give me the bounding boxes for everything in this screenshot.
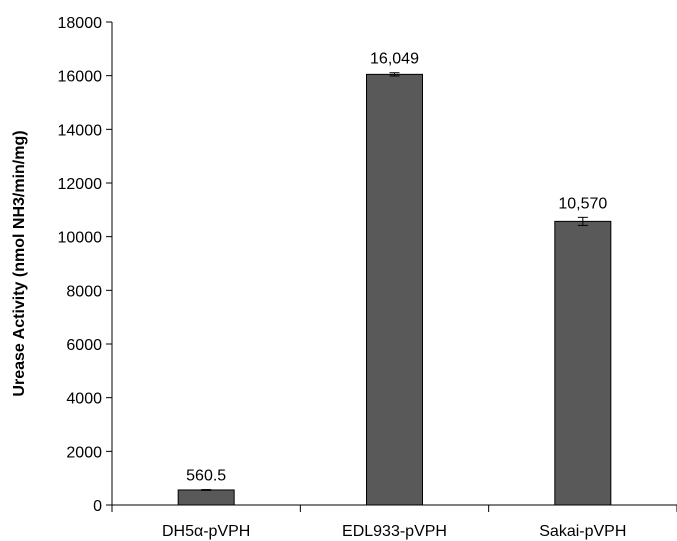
y-tick-label: 16000 — [58, 69, 103, 86]
y-tick-label: 18000 — [58, 15, 103, 32]
x-axis-ticks: DH5α-pVPH EDL933-pVPH Sakai-pVPH — [111, 505, 677, 540]
bar — [366, 73, 423, 506]
data-label: 560.5 — [186, 468, 226, 485]
x-tick-label: DH5α-pVPH — [162, 523, 250, 540]
y-tick-label: 6000 — [66, 337, 102, 354]
x-tick-label: EDL933-pVPH — [342, 523, 447, 540]
y-tick-label: 2000 — [66, 444, 102, 461]
y-tick-label: 8000 — [66, 283, 102, 300]
y-axis-ticks: 0 2000 4000 6000 8000 10000 12000 14000 16000 180… — [58, 15, 112, 515]
bar — [554, 220, 612, 506]
x-tick-label: Sakai-pVPH — [539, 523, 626, 540]
y-tick-label: 4000 — [66, 391, 102, 408]
y-tick-label: 0 — [93, 498, 102, 515]
data-label: 10,570 — [558, 195, 607, 212]
y-tick-label: 12000 — [58, 176, 103, 193]
y-tick-label: 14000 — [58, 122, 103, 139]
y-tick-label: 10000 — [58, 230, 103, 247]
bar — [177, 489, 235, 506]
y-axis-title: Urease Activity (nmol NH3/min/mg) — [11, 130, 28, 396]
bars: 560.5 16,049 10,570 — [177, 51, 612, 506]
data-label: 16,049 — [370, 51, 419, 68]
